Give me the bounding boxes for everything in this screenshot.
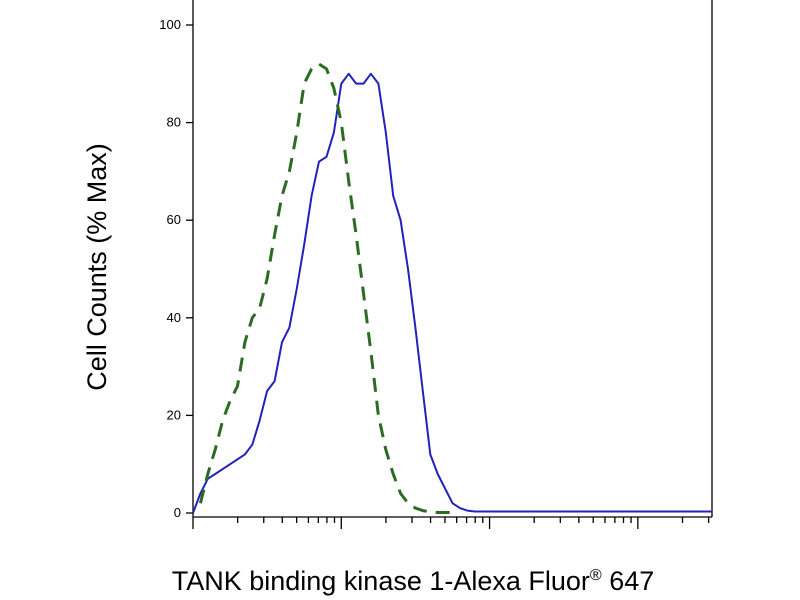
y-tick-label: 80 [167, 115, 181, 130]
series-line-solid [192, 72, 712, 514]
x-axis-title-suffix: 647 [602, 566, 655, 596]
axes [192, 0, 713, 518]
y-tick-label: 40 [167, 310, 181, 325]
x-ticks [192, 517, 710, 529]
y-tick-label: 0 [174, 505, 181, 520]
series-line-dashed [198, 62, 453, 514]
series-layer [192, 62, 712, 514]
x-axis-title: TANK binding kinase 1-Alexa Fluor® 647 [172, 566, 655, 596]
y-tick-label: 100 [159, 17, 181, 32]
y-tick-label: 20 [167, 407, 181, 422]
y-tick-label: 60 [167, 212, 181, 227]
x-axis-title-superscript: ® [590, 567, 602, 584]
y-ticks: 0 20 40 60 80 100 [159, 17, 193, 520]
x-axis-title-main: TANK binding kinase 1-Alexa Fluor [172, 566, 590, 596]
y-axis-title: Cell Counts (% Max) [82, 143, 112, 391]
